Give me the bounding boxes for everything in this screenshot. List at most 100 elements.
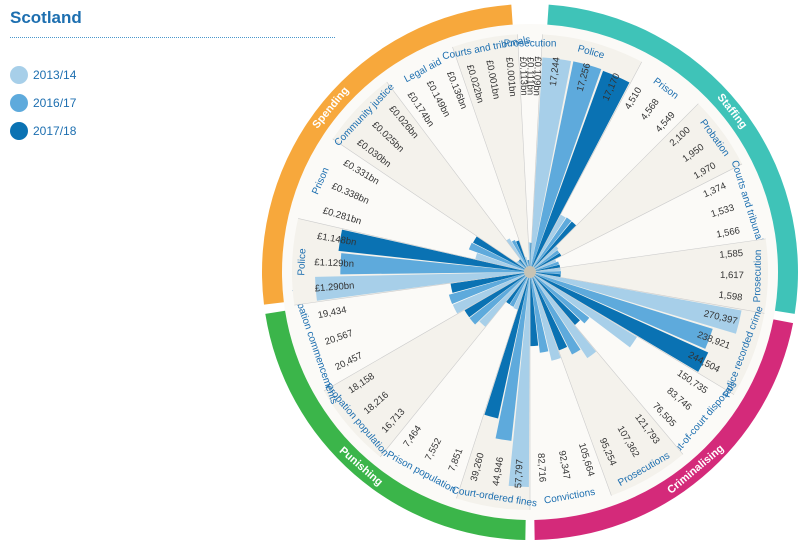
bar-punishing-probation-commencements-2: [450, 272, 530, 293]
bar-staffing-prosecution-1: [530, 271, 562, 275]
chart-hub: [524, 266, 536, 278]
bar-spending-legal-aid-0: [506, 238, 530, 272]
bar-criminalising-prosecutions-2: [530, 272, 568, 351]
bar-staffing-courts-and-tribunals-2: [530, 264, 561, 272]
bar-staffing-courts-and-tribunals-0: [530, 259, 557, 272]
legend-label-2017: 2017/18: [33, 124, 77, 138]
chart-title: Scotland: [10, 8, 82, 27]
value-label-criminalising-convictions-1: 92,347: [556, 450, 572, 481]
legend: 2013/14 2016/17 2017/18: [10, 66, 76, 150]
bar-staffing-courts-and-tribunals-1: [530, 261, 560, 272]
stripe-spending-courts-and-tribunals: [452, 34, 530, 272]
divider-spending-police: [294, 271, 531, 306]
bar-spending-prosecution-2: [530, 242, 532, 272]
bar-criminalising-police-recorded-crime-2: [530, 272, 709, 372]
value-label-criminalising-convictions-2: 82,716: [535, 453, 548, 483]
title-divider: [10, 37, 335, 38]
bar-punishing-probation-commencements-0: [452, 272, 530, 314]
divider-criminalising-prosecutions: [529, 271, 684, 455]
divider-punishing-prison-population: [456, 271, 531, 499]
divider-spending-prosecution: [517, 34, 531, 273]
bar-punishing-court-ordered-fines-2: [484, 272, 530, 419]
divider-spending-courts-and-tribunals: [452, 46, 531, 273]
bar-spending-prosecution-0: [528, 242, 530, 272]
bar-punishing-probation-population-0: [479, 272, 530, 327]
legend-swatch-2013: [10, 66, 28, 84]
bar-staffing-police-2: [530, 70, 630, 272]
divider-spending-legal-aid: [386, 81, 531, 273]
bar-spending-prison-0: [475, 253, 530, 272]
value-label-spending-prosecution-0: £0.113bn: [517, 56, 529, 95]
legend-swatch-2017: [10, 122, 28, 140]
value-label-staffing-courts-and-tribunals-2: 1,566: [715, 225, 740, 240]
divider-spending-prison: [298, 218, 531, 273]
divider-staffing-prison: [529, 61, 642, 273]
ring-criminalising: [534, 319, 794, 540]
bar-staffing-police-1: [530, 61, 602, 273]
bar-staffing-probation-2: [530, 252, 562, 272]
bar-staffing-probation-0: [530, 246, 559, 272]
divider-spending-community-justice: [332, 138, 531, 273]
divider-staffing-courts-and-tribunals: [529, 163, 743, 273]
value-label-staffing-prosecution-0: 1,585: [719, 248, 744, 261]
bar-criminalising-prosecutions-0: [530, 272, 597, 359]
bar-staffing-police-0: [530, 57, 572, 273]
divider-staffing-police: [529, 34, 543, 273]
bar-spending-police-1: [340, 253, 530, 275]
category-label-spending-prosecution: Prosecution: [504, 39, 557, 50]
bar-spending-prison-2: [473, 236, 530, 272]
bar-criminalising-police-recorded-crime-0: [530, 272, 742, 334]
bar-spending-police-2: [338, 229, 530, 272]
stripe-spending-community-justice: [332, 81, 530, 273]
bar-staffing-prison-0: [530, 214, 566, 272]
legend-item-2013: 2013/14: [10, 66, 76, 84]
bar-staffing-prison-1: [530, 217, 572, 272]
value-label-staffing-prosecution-2: 1,598: [718, 290, 743, 304]
bar-punishing-prison-population-1: [509, 272, 530, 307]
value-label-spending-courts-and-tribunals-2: £0.001bn: [503, 57, 518, 98]
bar-punishing-probation-population-2: [464, 272, 530, 318]
bar-punishing-probation-population-1: [469, 272, 530, 325]
bar-criminalising-out-of-court-disposals-0: [530, 272, 637, 348]
divider-staffing-prosecution: [529, 238, 766, 273]
bar-punishing-prison-population-2: [506, 272, 530, 305]
bar-spending-legal-aid-1: [511, 239, 530, 272]
value-label-punishing-court-ordered-fines-1: 44,946: [491, 456, 506, 486]
divider-staffing-probation: [529, 103, 699, 273]
legend-item-2016: 2016/17: [10, 94, 76, 112]
value-label-spending-police-0: £1.290bn: [314, 280, 354, 294]
divider-punishing-probation-commencements: [323, 271, 531, 392]
value-label-spending-prosecution-2: £0.109bn: [531, 56, 543, 96]
divider-criminalising-out-of-court-disposals: [529, 271, 735, 395]
bar-criminalising-police-recorded-crime-1: [530, 272, 713, 349]
category-label-spending-police: Police: [296, 248, 308, 276]
legend-item-2017: 2017/18: [10, 122, 76, 140]
ring-staffing: [547, 4, 799, 314]
bar-criminalising-out-of-court-disposals-2: [530, 272, 580, 325]
bar-punishing-probation-commencements-1: [448, 272, 530, 305]
bar-spending-legal-aid-2: [516, 240, 530, 272]
stripe-staffing-probation: [530, 103, 743, 272]
ring-spending: [262, 4, 513, 305]
bar-staffing-probation-1: [530, 250, 560, 272]
stripe-staffing-prosecution: [530, 238, 768, 314]
divider-punishing-probation-population: [379, 271, 531, 458]
bar-criminalising-out-of-court-disposals-1: [530, 272, 590, 324]
bar-punishing-court-ordered-fines-0: [508, 272, 530, 487]
legend-swatch-2016: [10, 94, 28, 112]
value-label-staffing-police-0: 17,244: [548, 56, 563, 86]
bar-criminalising-prosecutions-1: [530, 272, 581, 355]
legend-label-2013: 2013/14: [33, 68, 77, 82]
bar-criminalising-convictions-1: [530, 272, 549, 353]
bar-spending-prosecution-1: [529, 242, 531, 272]
bar-criminalising-convictions-0: [530, 272, 561, 361]
bar-punishing-court-ordered-fines-1: [495, 272, 530, 441]
divider-criminalising-police-recorded-crime: [529, 271, 765, 314]
bar-spending-prison-1: [468, 242, 530, 272]
value-label-punishing-court-ordered-fines-0: 57,797: [513, 459, 526, 489]
value-label-spending-police-1: £1.129bn: [314, 257, 354, 270]
value-label-staffing-prosecution-1: 1,617: [720, 270, 744, 281]
bar-staffing-prosecution-0: [530, 267, 561, 272]
bar-staffing-prison-2: [530, 221, 577, 272]
